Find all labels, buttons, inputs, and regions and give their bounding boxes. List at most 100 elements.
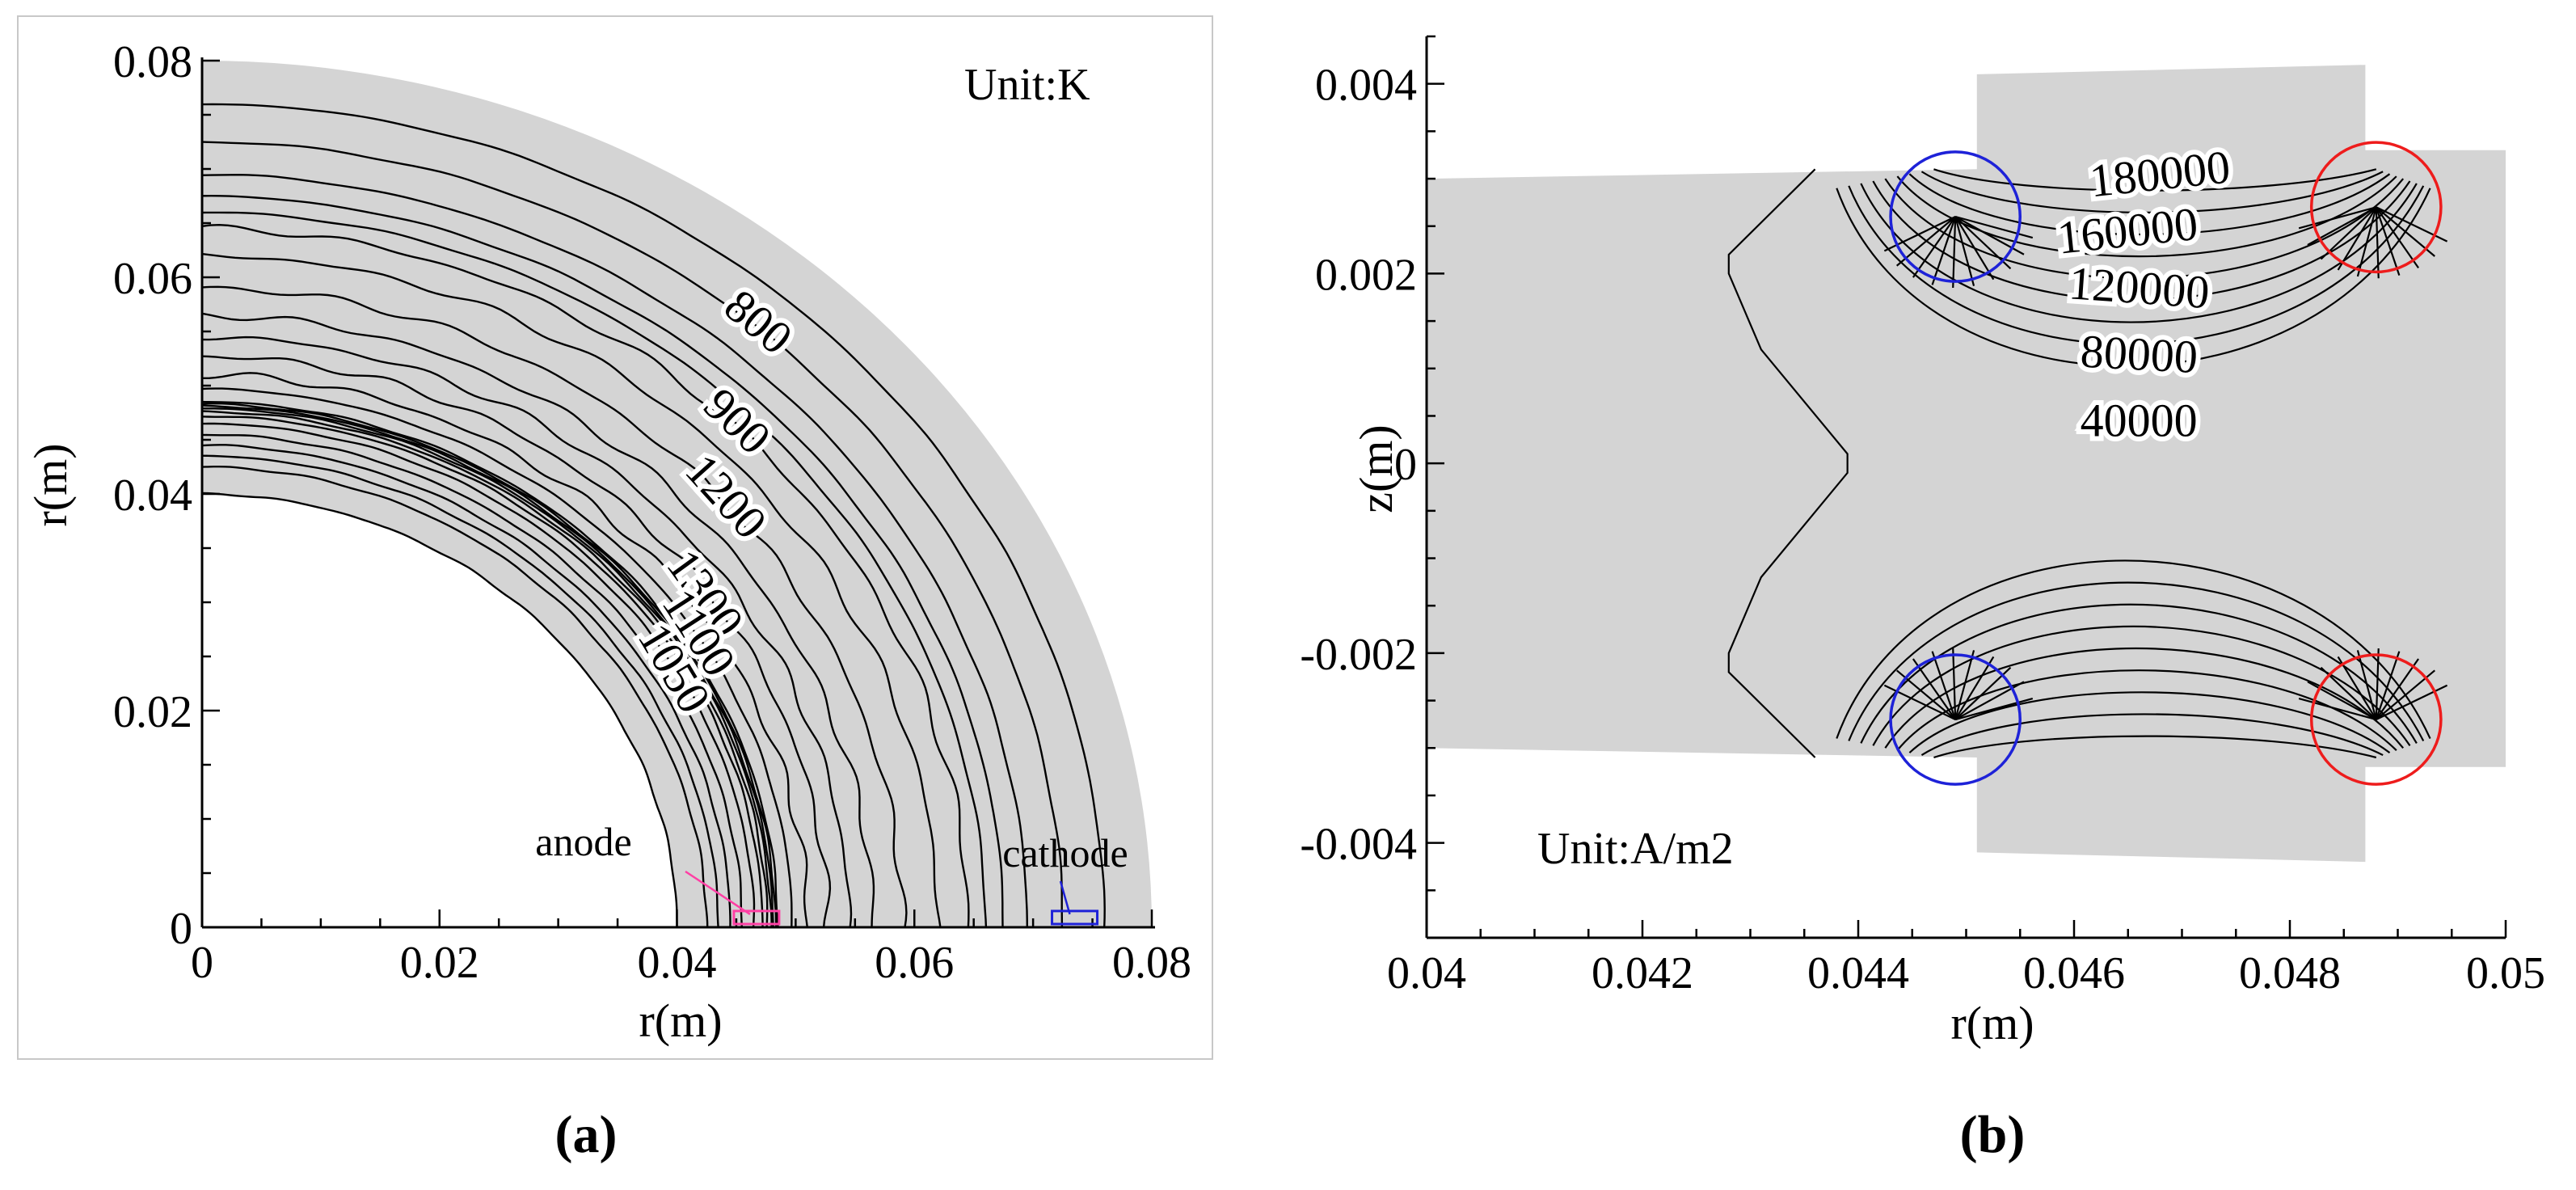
contour-line bbox=[201, 173, 1028, 928]
panel-b-x-axis-label: r(m) bbox=[1950, 997, 2034, 1049]
panel-b-unit-label: Unit:A/m2 bbox=[1537, 824, 1734, 874]
contour-line bbox=[201, 223, 970, 928]
contour-line bbox=[1912, 216, 1957, 278]
panel-a-frame bbox=[17, 15, 1213, 1060]
y-tick-label: 0.02 bbox=[113, 687, 192, 737]
contour-line bbox=[201, 211, 988, 928]
y-tick-label: 0.004 bbox=[1315, 61, 1417, 111]
contour-line bbox=[201, 410, 769, 928]
contour-line bbox=[201, 444, 731, 928]
anode-label: anode bbox=[535, 819, 631, 864]
contour-line bbox=[1896, 175, 2397, 258]
x-tick-label: 0 bbox=[191, 938, 213, 988]
x-tick-label: 0.06 bbox=[875, 938, 954, 988]
contour-line bbox=[1836, 188, 2431, 367]
caption-b: (b) bbox=[1960, 1105, 2026, 1164]
x-tick-label: 0.05 bbox=[2466, 948, 2545, 998]
y-tick-label: 0.002 bbox=[1315, 250, 1417, 300]
y-tick-label: 0 bbox=[1394, 440, 1417, 490]
contour-line bbox=[201, 454, 719, 928]
y-tick-label: 0.08 bbox=[113, 37, 192, 87]
contour-line bbox=[1872, 180, 2411, 302]
contour-line bbox=[201, 141, 1064, 928]
contour-line bbox=[1872, 625, 2411, 746]
x-tick-label: 0.046 bbox=[2023, 948, 2125, 998]
contour-line bbox=[2298, 206, 2377, 230]
anode-marker bbox=[732, 909, 781, 926]
contour-line bbox=[1931, 651, 1957, 720]
contour-line bbox=[2375, 651, 2401, 720]
contour-line bbox=[2298, 697, 2377, 721]
anode-leader bbox=[685, 870, 751, 915]
y-tick-label: 0.06 bbox=[113, 254, 192, 304]
contour-line bbox=[2375, 658, 2419, 720]
x-tick-label: 0.04 bbox=[638, 938, 717, 988]
x-tick-label: 0.044 bbox=[1807, 948, 1909, 998]
cathode-circle bbox=[2309, 653, 2443, 786]
contour-line bbox=[1952, 216, 1957, 289]
contour-line bbox=[201, 335, 853, 928]
contour-line bbox=[201, 387, 793, 928]
contour-line bbox=[201, 416, 764, 927]
cathode-marker bbox=[1051, 909, 1099, 926]
contour-line bbox=[1912, 658, 1957, 720]
contour-line bbox=[2320, 206, 2377, 260]
contour-line bbox=[201, 285, 908, 928]
panel-a-y-axis-label: r(m) bbox=[24, 443, 77, 526]
contour-line bbox=[201, 404, 774, 928]
contour-line bbox=[1952, 648, 1957, 720]
contour-line bbox=[1884, 648, 2405, 749]
contour-line bbox=[1954, 216, 1995, 281]
panel-b-y-axis-label: z(m) bbox=[1350, 424, 1402, 513]
contour-line bbox=[201, 466, 709, 928]
panel-b-axes: 0.04 0.042 0.044 0.046 0.048 0.05 -0.004 -0.002… bbox=[1300, 35, 2545, 998]
contour-line bbox=[202, 372, 808, 928]
contour-line bbox=[201, 103, 1106, 928]
contour-line bbox=[201, 407, 773, 928]
contour-line bbox=[2356, 206, 2377, 277]
contour-line bbox=[201, 492, 678, 927]
panel-b-domain bbox=[1427, 65, 2506, 863]
contour-label: 80000 bbox=[2079, 325, 2199, 383]
contour-label: 40000 bbox=[2081, 395, 2198, 447]
contour-line bbox=[1954, 697, 2034, 721]
contour-line bbox=[201, 312, 875, 928]
contour-line bbox=[1860, 183, 2418, 323]
contour-line bbox=[1908, 691, 2391, 754]
cathode-label: cathode bbox=[1002, 830, 1128, 876]
contour-line bbox=[1920, 713, 2384, 757]
contour-line bbox=[201, 252, 942, 928]
panel-a-x-axis-label: r(m) bbox=[639, 994, 722, 1047]
x-tick-label: 0.08 bbox=[1112, 938, 1191, 988]
contour-line bbox=[1954, 656, 1995, 720]
anode-circle bbox=[1889, 653, 2022, 786]
contour-line bbox=[2337, 206, 2377, 271]
anode-circle bbox=[1889, 150, 2022, 283]
contour-line bbox=[201, 433, 743, 928]
contour-line bbox=[1954, 215, 2034, 239]
contour-line bbox=[1954, 216, 1975, 286]
y-tick-label: 0 bbox=[170, 904, 192, 954]
x-tick-label: 0.02 bbox=[400, 938, 479, 988]
contour-line bbox=[2337, 656, 2377, 720]
contour-line bbox=[2375, 207, 2380, 279]
contour-line bbox=[1884, 178, 2405, 280]
x-tick-label: 0.042 bbox=[1592, 948, 1693, 998]
contour-line bbox=[1931, 216, 1957, 285]
contour-line bbox=[201, 402, 778, 927]
contour-line bbox=[1920, 171, 2384, 213]
contour-line bbox=[201, 355, 832, 928]
contour-line bbox=[1727, 168, 1849, 758]
y-tick-label: 0.04 bbox=[113, 471, 192, 521]
contour-line bbox=[2375, 206, 2419, 268]
panel-a-axes: 0 0.02 0.04 0.06 0.08 0 0.02 0.04 0.06 0.08 bbox=[113, 37, 1191, 988]
panel-b-contours bbox=[1727, 168, 2448, 759]
x-tick-label: 0.048 bbox=[2239, 948, 2341, 998]
contour-line bbox=[1954, 216, 2012, 270]
panel-a-unit-label: Unit:K bbox=[964, 60, 1090, 110]
contour-line bbox=[2375, 206, 2401, 276]
contour-label: 120000 bbox=[2067, 256, 2211, 319]
